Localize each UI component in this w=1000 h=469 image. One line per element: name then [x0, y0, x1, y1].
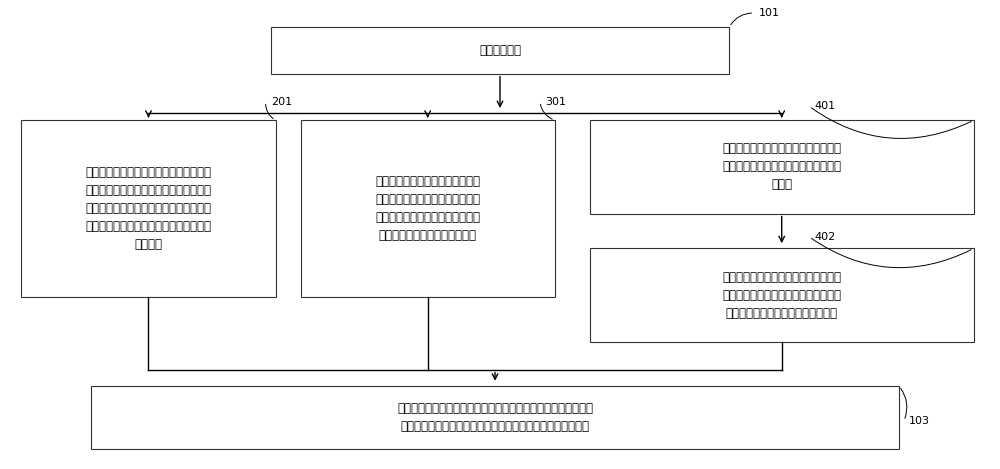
- Text: 101: 101: [759, 8, 780, 18]
- Text: 接收各可穿戴设备的蓝牙广播信号，每
个蓝牙广播信号中包括对应可穿戴设备
的标识: 接收各可穿戴设备的蓝牙广播信号，每 个蓝牙广播信号中包括对应可穿戴设备 的标识: [722, 143, 841, 191]
- Text: 103: 103: [909, 416, 930, 426]
- Text: 402: 402: [814, 232, 835, 242]
- Text: 301: 301: [545, 97, 566, 106]
- FancyBboxPatch shape: [590, 249, 974, 342]
- Text: 通过近场通信的方式，读取用户提
供的可穿戴设备的标识，将所述用
户提供的可穿戴设备的标识作为电
子账单对应的可穿戴设备的标识: 通过近场通信的方式，读取用户提 供的可穿戴设备的标识，将所述用 户提供的可穿戴设…: [375, 175, 480, 242]
- FancyBboxPatch shape: [590, 120, 974, 213]
- Text: 401: 401: [814, 101, 835, 111]
- Text: 将电子账单和对应的可穿戴设备标识发送至服务器，以使服务器
将电子账单存储到与对应的可穿戴设备标识对应的用户账号中: 将电子账单和对应的可穿戴设备标识发送至服务器，以使服务器 将电子账单存储到与对应…: [397, 402, 593, 433]
- Text: 201: 201: [271, 97, 292, 106]
- Text: 通过扫描包含所述用户提供的包含可穿戴
设备的标识的二维码，获得所述用户提供
的可穿戴设备的标识，将用户提供的可穿
戴设备的标识作为电子账单对应的可穿戴
设备标识: 通过扫描包含所述用户提供的包含可穿戴 设备的标识的二维码，获得所述用户提供 的可…: [85, 166, 211, 251]
- Text: 将从具有最强信号强度的蓝牙广播信号
中解析获得的所述可穿戴设备的标识作
为电子账单对应的可穿戴设备的标识: 将从具有最强信号强度的蓝牙广播信号 中解析获得的所述可穿戴设备的标识作 为电子账…: [722, 271, 841, 319]
- FancyBboxPatch shape: [91, 386, 899, 449]
- FancyBboxPatch shape: [21, 120, 276, 297]
- FancyBboxPatch shape: [271, 27, 729, 74]
- Text: 获取电子账单: 获取电子账单: [479, 44, 521, 57]
- FancyBboxPatch shape: [301, 120, 555, 297]
